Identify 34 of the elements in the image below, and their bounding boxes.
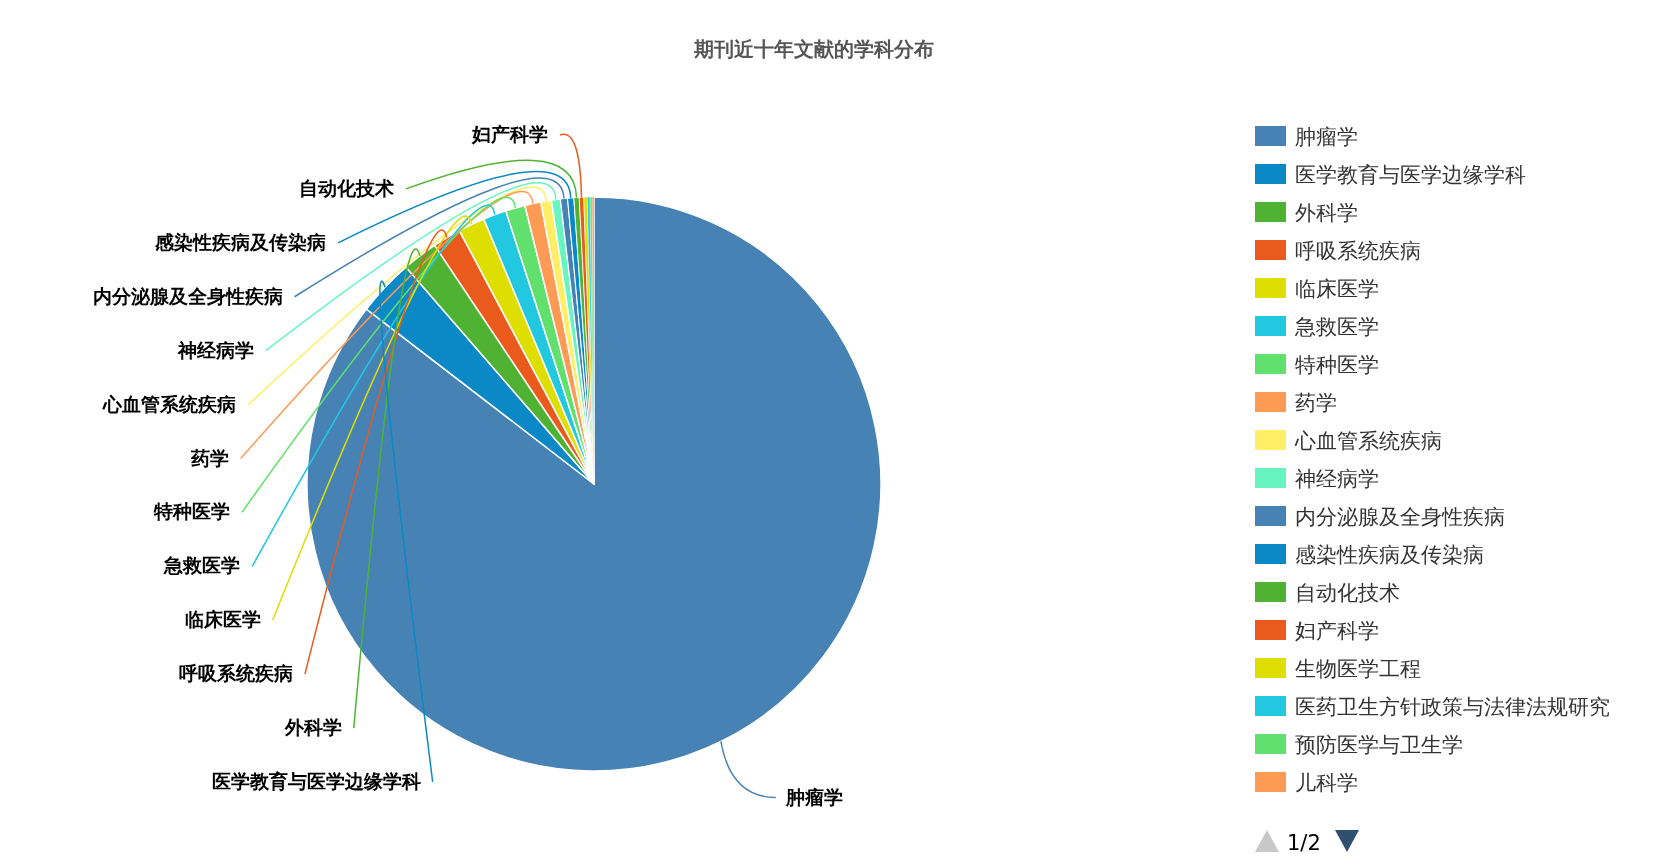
legend-label: 呼吸系统疾病 xyxy=(1295,239,1421,263)
legend-label: 药学 xyxy=(1295,391,1337,415)
legend-label: 医药卫生方针政策与法律法规研究 xyxy=(1295,695,1610,719)
legend-label: 内分泌腺及全身性疾病 xyxy=(1295,505,1505,529)
legend-label: 临床医学 xyxy=(1295,277,1379,301)
slice-label: 医学教育与医学边缘学科 xyxy=(211,770,421,792)
legend-label: 儿科学 xyxy=(1295,771,1358,795)
slice-label: 特种医学 xyxy=(152,500,230,523)
legend-label: 心血管系统疾病 xyxy=(1294,429,1442,453)
slice-label: 外科学 xyxy=(283,716,342,739)
legend-label: 特种医学 xyxy=(1295,353,1379,377)
legend-label: 医学教育与医学边缘学科 xyxy=(1295,163,1526,187)
legend-label: 感染性疾病及传染病 xyxy=(1295,543,1484,567)
legend-label: 急救医学 xyxy=(1294,315,1379,339)
legend-label: 神经病学 xyxy=(1295,467,1379,491)
legend-label: 生物医学工程 xyxy=(1295,657,1421,681)
legend-label: 妇产科学 xyxy=(1295,619,1379,643)
slice-label: 临床医学 xyxy=(184,608,261,631)
slice-label: 妇产科学 xyxy=(471,123,548,145)
legend-label: 肿瘤学 xyxy=(1295,125,1358,149)
slice-label: 心血管系统疾病 xyxy=(102,392,237,415)
slice-label: 肿瘤学 xyxy=(784,786,843,809)
slice-label: 呼吸系统疾病 xyxy=(178,662,293,685)
slice-label: 急救医学 xyxy=(163,554,241,577)
legend-label: 预防医学与卫生学 xyxy=(1295,733,1463,757)
slice-label: 神经病学 xyxy=(176,338,254,361)
slice-label: 药学 xyxy=(189,446,229,469)
chart-title: 期刊近十年文献的学科分布 xyxy=(693,37,934,61)
legend-label: 自动化技术 xyxy=(1295,581,1400,605)
slice-label: 内分泌腺及全身性疾病 xyxy=(92,284,283,307)
slice-label: 感染性疾病及传染病 xyxy=(154,230,327,253)
slice-label: 自动化技术 xyxy=(299,176,395,199)
text: 1/2 xyxy=(1287,831,1321,855)
legend-label: 外科学 xyxy=(1295,201,1358,225)
